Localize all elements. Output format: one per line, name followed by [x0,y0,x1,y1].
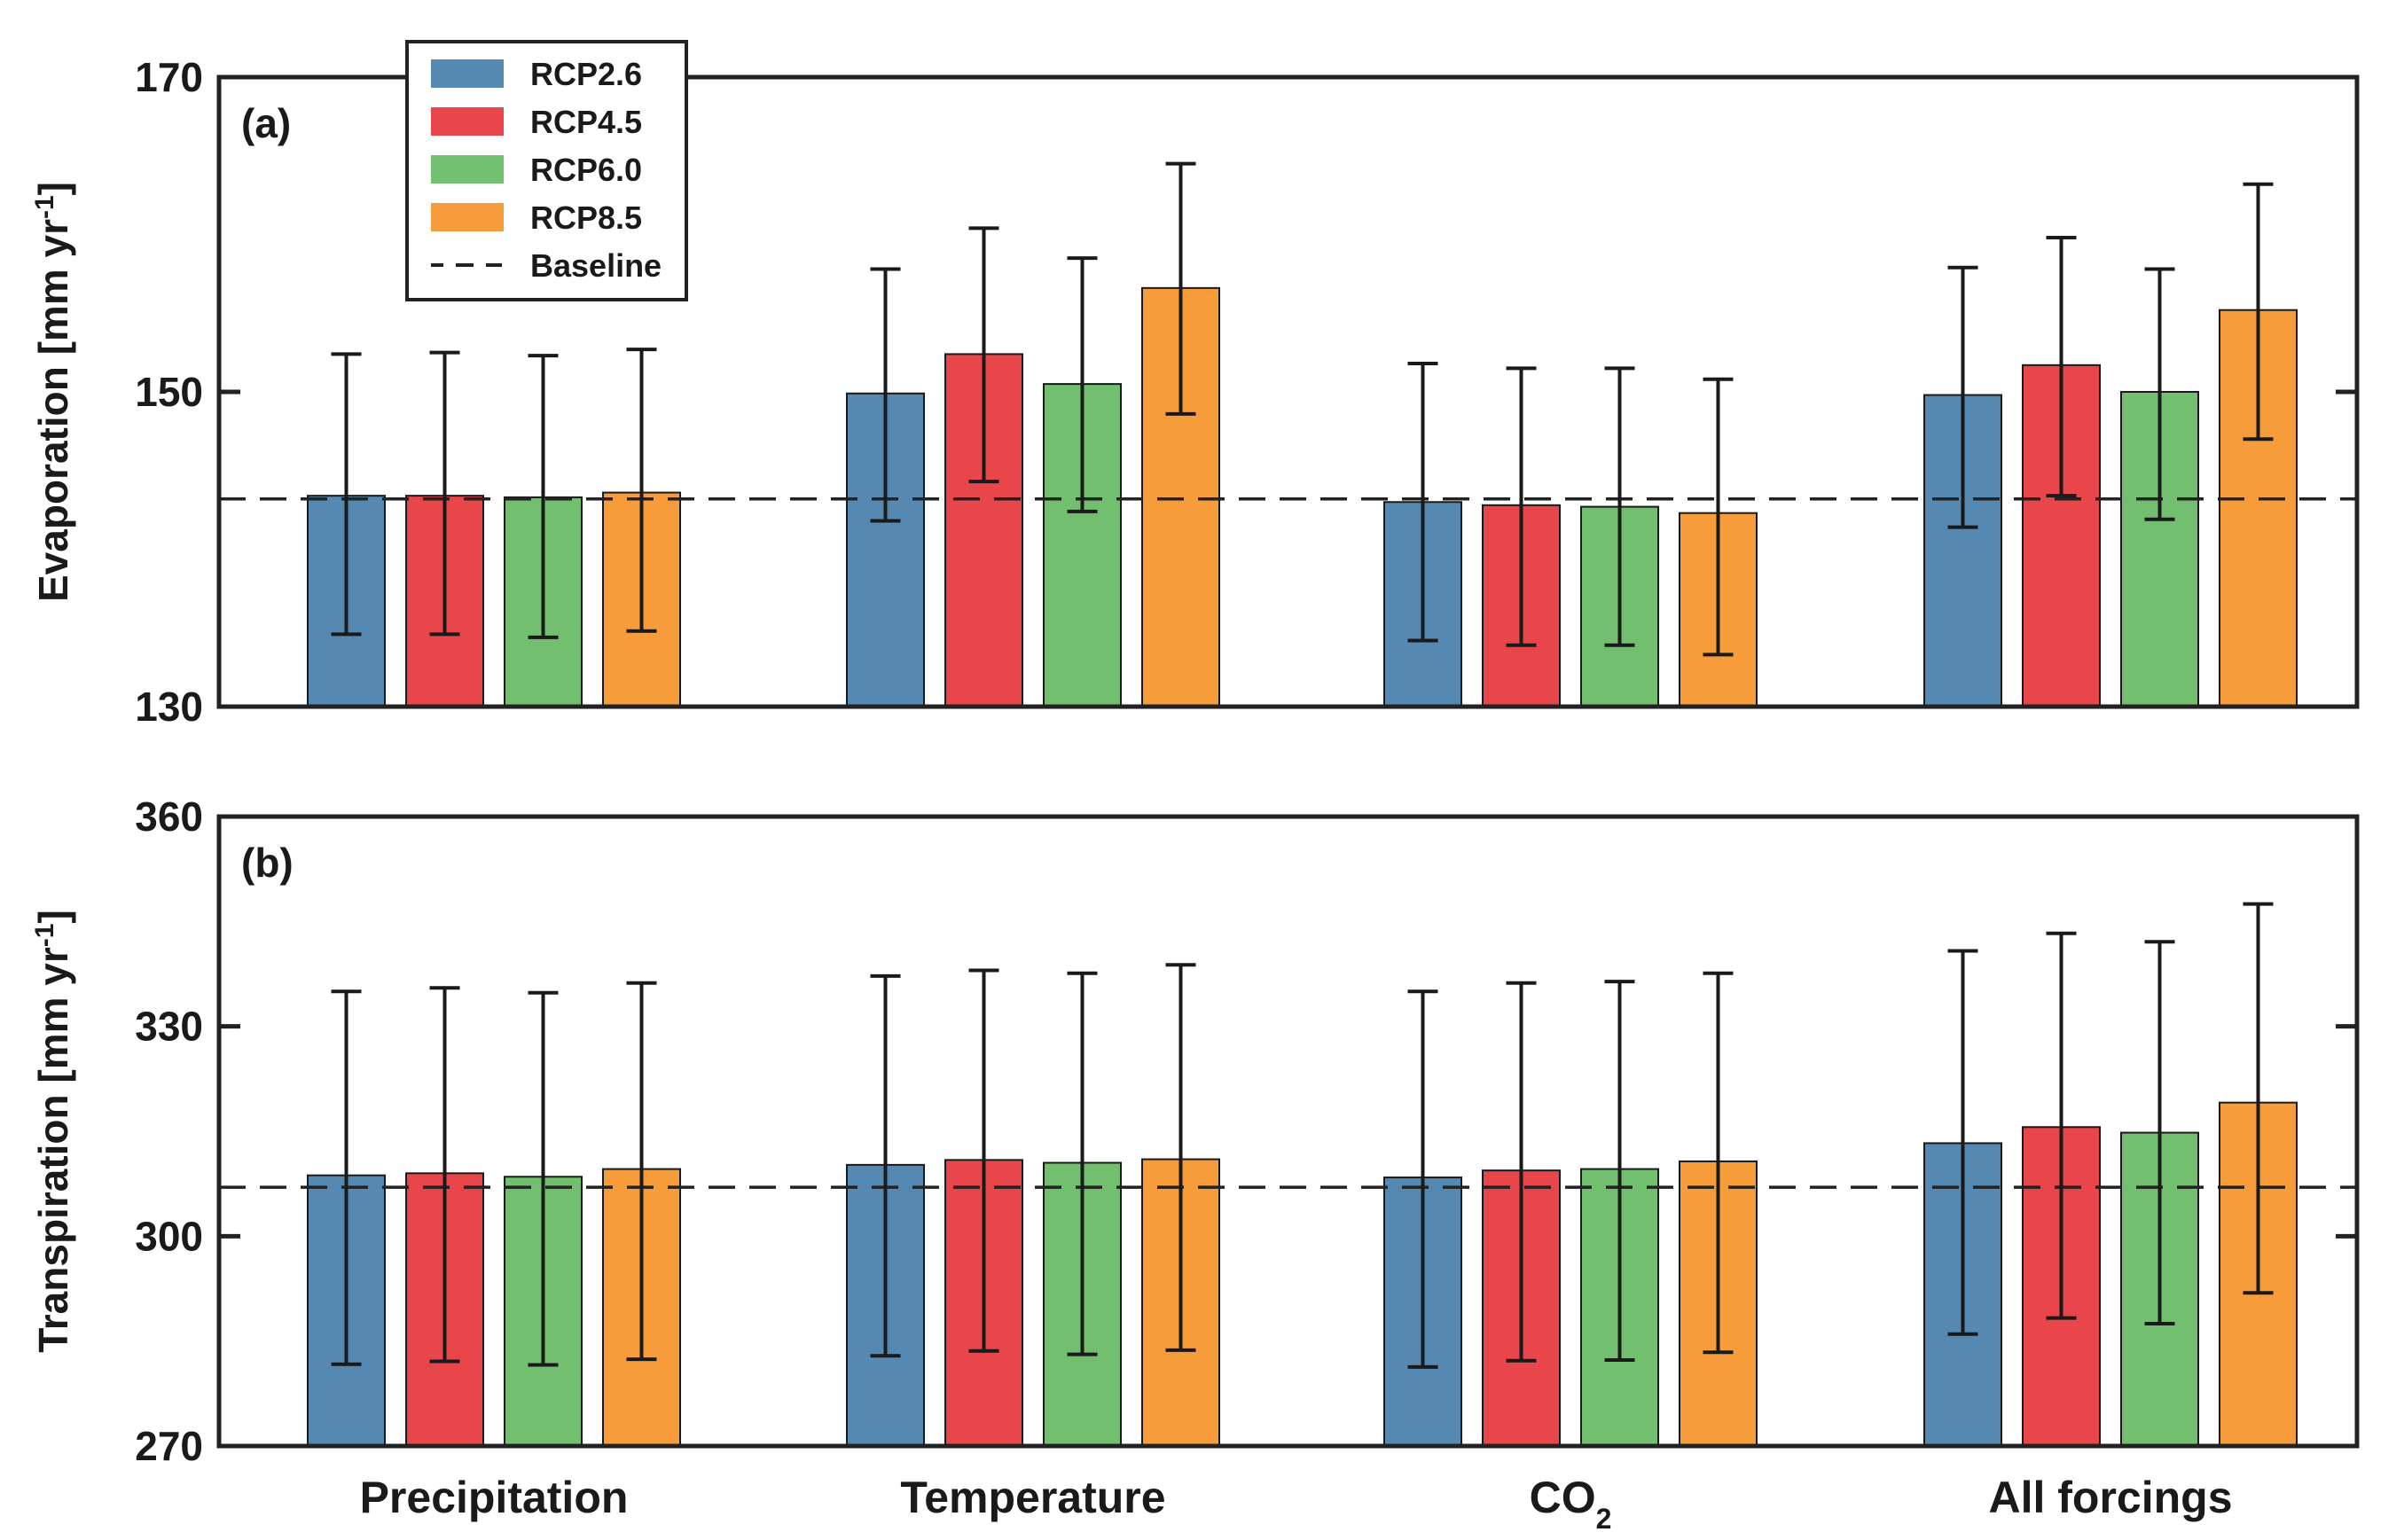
y-axis-title: Evaporation [mm yr-1] [30,182,77,602]
error-bar [331,989,362,1366]
error-bar [1407,362,1438,643]
panel-label: (a) [241,100,291,146]
legend-swatch-rcp85 [431,203,504,231]
error-bar [626,981,657,1362]
error-bar [1407,989,1438,1369]
error-bar [2144,940,2175,1325]
error-bar [429,350,460,637]
error-bar [1165,161,1196,416]
legend-swatch-rcp60 [431,155,504,184]
y-tick-label: 330 [135,1004,203,1050]
x-category-label: All forcings [1988,1473,2232,1522]
error-bar [1165,963,1196,1352]
error-bar [870,267,901,523]
error-bar [1703,377,1734,657]
y-tick-label: 150 [135,369,203,415]
x-category-label: CO2 [1530,1473,1612,1535]
error-bar [2243,182,2274,442]
legend: RCP2.6 RCP4.5 RCP6.0 RCP8.5 Baseline [405,40,688,301]
y-tick-label: 270 [135,1423,203,1469]
x-category-label: Precipitation [360,1473,629,1522]
legend-label: RCP4.5 [530,104,642,140]
panel-evaporation: 130 150 170 (a) Evaporation [mm yr-1] [30,54,2360,730]
error-bar [1604,980,1635,1362]
legend-label: Baseline [530,247,662,284]
y-tick-label: 300 [135,1213,203,1259]
error-bar [870,973,901,1358]
error-bar [1703,971,1734,1355]
y-axis-title: Transpiration [mm yr-1] [30,910,77,1353]
error-bar [2046,931,2077,1320]
x-category-label: Temperature [900,1473,1165,1522]
error-bar [1067,971,1098,1356]
panel-label: (b) [241,840,294,886]
y-tick-label: 130 [135,684,203,730]
error-bar [1947,265,1978,529]
error-bar [2046,236,2077,498]
error-bar [1506,366,1537,647]
legend-label: RCP6.0 [530,152,642,188]
error-bar [968,968,999,1353]
error-bar [331,352,362,637]
error-bar [1947,949,1978,1336]
error-bar [1506,981,1537,1363]
error-bar [1604,366,1635,647]
legend-label: RCP2.6 [530,56,642,92]
legend-swatch-rcp45 [431,107,504,136]
legend-swatch-rcp26 [431,59,504,88]
error-bar [626,348,657,633]
error-bar [429,986,460,1364]
error-bar [528,990,559,1367]
panel-transpiration: 270 300 330 360 (b) Transpiration [mm yr-1] [30,793,2360,1469]
error-bar [528,354,559,639]
legend-label: RCP8.5 [530,199,642,236]
error-bar [968,226,999,484]
error-bar [2144,267,2175,521]
y-tick-label: 170 [135,54,203,100]
y-tick-label: 360 [135,793,203,840]
error-bar [2243,902,2274,1295]
plot-frame [216,814,2360,1449]
error-bar [1067,256,1098,513]
